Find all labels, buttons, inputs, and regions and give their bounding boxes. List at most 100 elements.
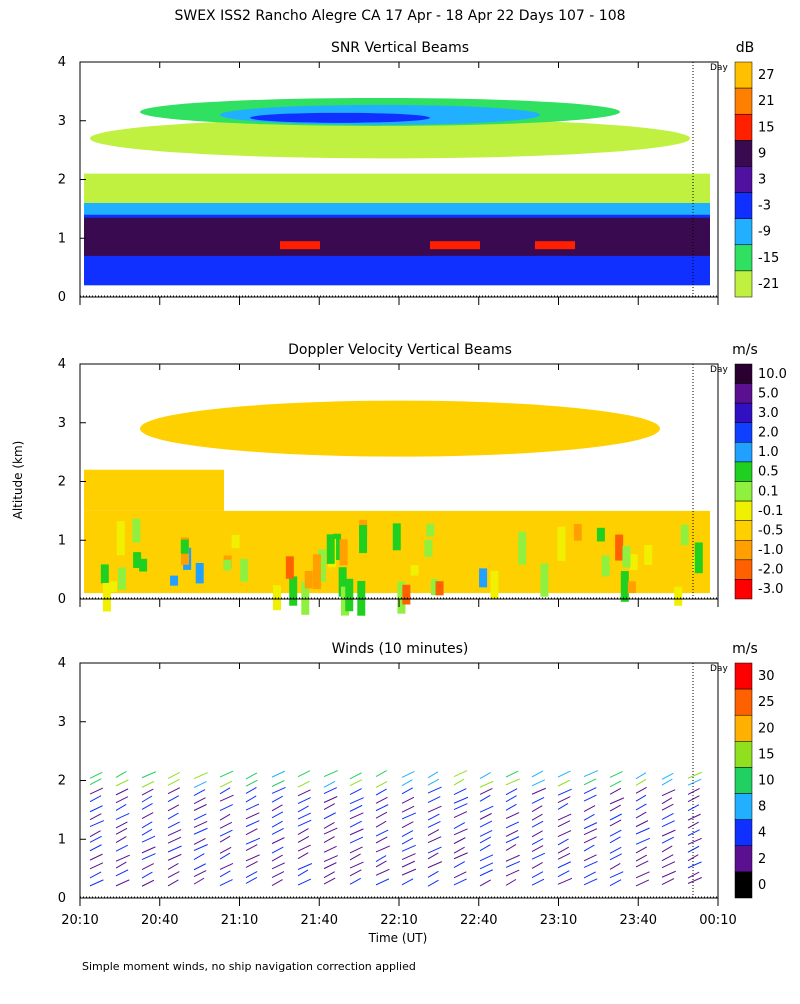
- wind-barb: [89, 813, 102, 821]
- wind-barb: [271, 804, 283, 812]
- field-band: [345, 578, 354, 612]
- wind-barb: [557, 803, 569, 810]
- wind-barb: [609, 871, 624, 879]
- wind-barb: [349, 853, 361, 861]
- wind-barb: [479, 812, 492, 820]
- x-tick-label: 20:10: [61, 913, 98, 928]
- wind-barb: [427, 813, 440, 821]
- wind-barb: [115, 788, 129, 796]
- y-tick-label: 2: [58, 173, 66, 188]
- wind-barb: [635, 871, 650, 879]
- field-band: [518, 531, 527, 565]
- wind-barb: [687, 788, 700, 795]
- wind-barb: [323, 827, 338, 835]
- wind-barb: [219, 829, 233, 837]
- y-tick-label: 1: [58, 832, 66, 847]
- wind-barb: [271, 879, 283, 886]
- wind-barb: [583, 854, 597, 862]
- wind-barb: [349, 828, 364, 836]
- wind-barb: [219, 787, 231, 795]
- wind-barb: [375, 788, 387, 796]
- wind-barb: [557, 796, 571, 804]
- wind-barb: [167, 795, 180, 803]
- wind-barb: [245, 828, 258, 836]
- wind-barb: [531, 852, 546, 860]
- wind-barb: [297, 878, 312, 886]
- wind-barb: [349, 861, 364, 869]
- wind-barb: [687, 771, 703, 779]
- y-tick-label: 4: [58, 656, 66, 671]
- field-band: [223, 559, 232, 571]
- wind-barb: [349, 772, 362, 780]
- wind-barb: [349, 869, 362, 877]
- colorbar-swatch: [734, 218, 753, 246]
- wind-barb: [609, 863, 621, 870]
- wind-barb: [167, 821, 180, 829]
- wind-barb: [661, 870, 676, 878]
- wind-barb: [583, 836, 597, 844]
- panel-title: Doppler Velocity Vertical Beams: [288, 342, 512, 358]
- field-band: [359, 525, 368, 554]
- wind-barb: [401, 878, 414, 886]
- wind-barb: [661, 836, 674, 844]
- wind-barb: [193, 781, 207, 788]
- wind-barb: [245, 837, 261, 845]
- colorbar-swatch: [734, 422, 753, 443]
- wind-barb: [167, 879, 179, 887]
- wind-barb: [141, 835, 156, 843]
- wind-barb: [401, 787, 413, 795]
- wind-barb: [115, 827, 128, 835]
- wind-barb: [505, 844, 517, 851]
- wind-barb: [115, 779, 129, 787]
- wind-barb: [271, 820, 283, 828]
- wind-barb: [89, 830, 101, 838]
- wind-barb: [505, 830, 519, 837]
- wind-barb: [453, 861, 465, 868]
- wind-barb: [349, 836, 364, 844]
- field-band: [100, 564, 109, 584]
- wind-barb: [635, 837, 651, 845]
- wind-barb: [115, 803, 127, 811]
- field-band: [426, 523, 435, 537]
- wind-barb: [609, 846, 622, 854]
- field-band: [289, 576, 298, 606]
- wind-barb: [141, 795, 153, 803]
- x-axis-label: Time (UT): [368, 931, 428, 945]
- wind-barb: [297, 869, 309, 877]
- wind-barb: [297, 770, 311, 778]
- wind-barb: [479, 805, 494, 813]
- wind-barb: [427, 861, 443, 869]
- wind-barb: [453, 846, 465, 854]
- wind-barb: [271, 862, 285, 870]
- colorbar-swatch: [734, 845, 753, 873]
- wind-barb: [115, 861, 127, 869]
- wind-barb: [167, 853, 182, 861]
- wind-barb: [323, 845, 337, 853]
- wind-barb: [141, 780, 155, 788]
- wind-barb: [323, 822, 335, 829]
- field-band: [410, 565, 419, 576]
- field-band: [540, 563, 549, 597]
- colorbar-label: 30: [758, 669, 775, 684]
- colorbar-label: -21: [758, 277, 779, 292]
- field-band: [116, 521, 125, 556]
- colorbar-swatch: [734, 714, 753, 742]
- wind-barb: [583, 844, 595, 852]
- colorbar-label: 27: [758, 68, 775, 83]
- wind-barb: [167, 787, 181, 795]
- colorbar-label: 8: [758, 800, 766, 815]
- wind-barb: [505, 836, 520, 844]
- wind-barb: [687, 829, 700, 837]
- wind-barb: [505, 878, 517, 886]
- wind-barb: [89, 835, 102, 843]
- colorbar-swatch: [734, 579, 753, 600]
- wind-barb: [661, 812, 674, 820]
- wind-barb: [609, 813, 622, 821]
- wind-barb: [167, 812, 179, 820]
- field-band: [402, 584, 411, 605]
- wind-barb: [687, 813, 701, 821]
- field-band: [680, 524, 689, 546]
- wind-barb: [661, 845, 673, 853]
- wind-barb: [583, 878, 598, 886]
- wind-barb: [115, 836, 127, 844]
